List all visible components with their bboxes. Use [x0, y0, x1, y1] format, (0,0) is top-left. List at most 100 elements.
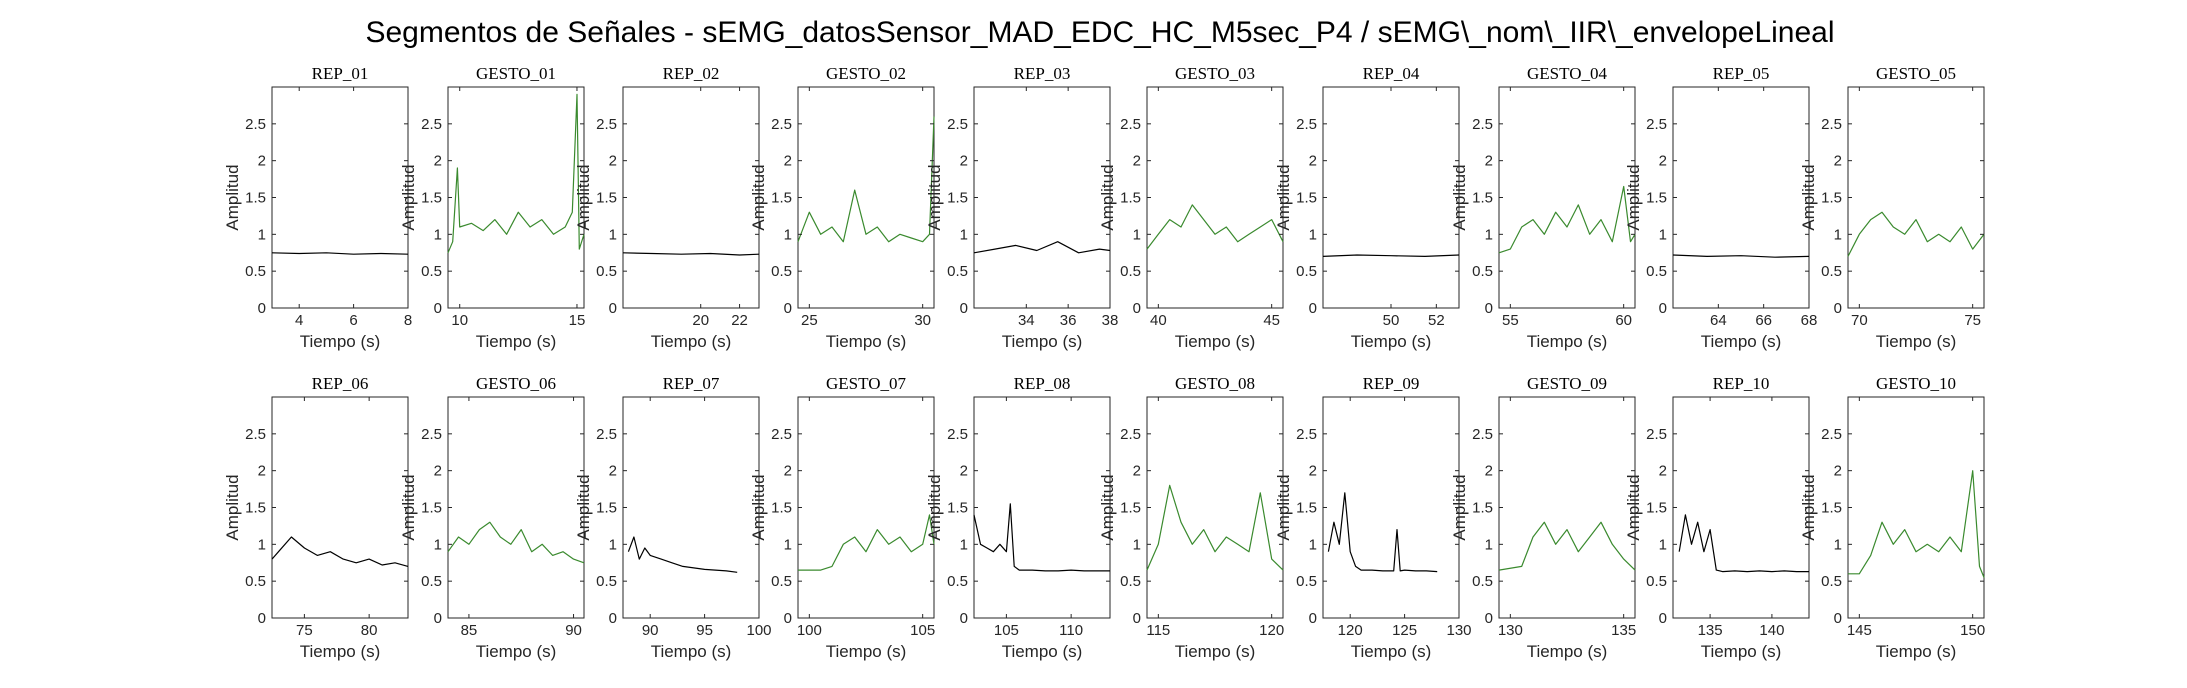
y-tick-label: 1 — [609, 226, 617, 243]
subplot-title: REP_02 — [663, 64, 720, 83]
y-tick-label: 1 — [1309, 226, 1317, 243]
y-tick-label: 0.5 — [1120, 573, 1141, 590]
y-tick-label: 0.5 — [1120, 263, 1141, 280]
x-axis-label: Tiempo (s) — [826, 642, 907, 661]
x-tick-label: 120 — [1259, 622, 1284, 639]
subplot-title: GESTO_06 — [476, 374, 556, 393]
y-tick-label: 1.5 — [1472, 500, 1493, 517]
y-tick-label: 0 — [960, 610, 968, 627]
x-tick-label: 55 — [1502, 312, 1519, 329]
series-line — [622, 252, 760, 256]
y-axis-label: Amplitud — [1624, 474, 1643, 540]
subplot-title: REP_05 — [1713, 64, 1770, 83]
plot-area — [447, 396, 585, 619]
y-tick-label: 0 — [1133, 300, 1141, 317]
y-axis-label: Amplitud — [1799, 474, 1818, 540]
plot-area — [1672, 396, 1810, 619]
y-tick-label: 1.5 — [245, 190, 266, 207]
subplot-title: REP_10 — [1713, 374, 1770, 393]
y-tick-label: 0 — [434, 300, 442, 317]
y-axis-label: Amplitud — [1098, 474, 1117, 540]
x-tick-label: 140 — [1759, 622, 1784, 639]
series-line — [1498, 521, 1636, 571]
y-tick-label: 1 — [1485, 536, 1493, 553]
y-tick-label: 0 — [1834, 300, 1842, 317]
subplot: 0 0.5 1 1.5 2 2.5 20 22 REP_02 Tiempo (s) Amplitud — [574, 64, 760, 351]
y-tick-label: 2 — [1309, 153, 1317, 170]
subplot: 0 0.5 1 1.5 2 2.5 34 36 38 REP_03 Tiempo (s) Amplit… — [925, 64, 1118, 351]
y-axis-label: Amplitud — [925, 474, 944, 540]
y-tick-label: 1.5 — [421, 190, 442, 207]
subplot-title: REP_09 — [1363, 374, 1420, 393]
y-tick-label: 1.5 — [1472, 190, 1493, 207]
y-axis-label: Amplitud — [574, 474, 593, 540]
y-tick-label: 2.5 — [947, 426, 968, 443]
x-tick-label: 70 — [1851, 312, 1868, 329]
series-line — [1322, 254, 1460, 257]
subplot: 0 0.5 1 1.5 2 2.5 120 125 130 REP_09 Tiempo (s) Amp… — [1274, 374, 1472, 661]
x-tick-label: 100 — [797, 622, 822, 639]
y-tick-label: 1.5 — [947, 190, 968, 207]
series-line — [797, 116, 935, 243]
x-tick-label: 130 — [1498, 622, 1523, 639]
y-tick-label: 2 — [1485, 463, 1493, 480]
y-tick-label: 1.5 — [1296, 500, 1317, 517]
y-tick-label: 0 — [1659, 610, 1667, 627]
plot-area — [1146, 396, 1284, 619]
y-tick-label: 1.5 — [1296, 190, 1317, 207]
x-tick-label: 85 — [461, 622, 478, 639]
y-tick-label: 1 — [434, 536, 442, 553]
x-axis-label: Tiempo (s) — [300, 332, 381, 351]
y-tick-label: 0 — [1659, 300, 1667, 317]
y-tick-label: 0 — [784, 300, 792, 317]
series-line — [1327, 492, 1438, 573]
y-tick-label: 1 — [1133, 536, 1141, 553]
x-axis-label: Tiempo (s) — [1527, 642, 1608, 661]
y-axis-label: Amplitud — [1799, 164, 1818, 230]
subplot-title: GESTO_04 — [1527, 64, 1607, 83]
y-tick-label: 2.5 — [596, 116, 617, 133]
y-tick-label: 1 — [1309, 536, 1317, 553]
series-line — [271, 252, 409, 255]
x-tick-label: 135 — [1611, 622, 1636, 639]
series-line — [1847, 211, 1985, 257]
x-tick-label: 125 — [1392, 622, 1417, 639]
plot-area — [271, 396, 409, 619]
y-tick-label: 1 — [258, 536, 266, 553]
y-tick-label: 1 — [1659, 536, 1667, 553]
x-tick-label: 100 — [746, 622, 771, 639]
y-tick-label: 1 — [1133, 226, 1141, 243]
y-tick-label: 2 — [784, 463, 792, 480]
y-axis-label: Amplitud — [749, 164, 768, 230]
y-tick-label: 2 — [1485, 153, 1493, 170]
subplot: 0 0.5 1 1.5 2 2.5 85 90 GESTO_06 Tiempo (s) Amplit… — [399, 374, 585, 661]
x-tick-label: 15 — [569, 312, 586, 329]
y-tick-label: 0.5 — [947, 263, 968, 280]
y-tick-label: 2.5 — [245, 426, 266, 443]
x-axis-label: Tiempo (s) — [1351, 332, 1432, 351]
y-tick-label: 1 — [1834, 536, 1842, 553]
y-tick-label: 1.5 — [1120, 500, 1141, 517]
y-tick-label: 0.5 — [771, 263, 792, 280]
y-tick-label: 0 — [960, 300, 968, 317]
subplot-title: GESTO_09 — [1527, 374, 1607, 393]
plot-area — [271, 86, 409, 309]
y-axis-label: Amplitud — [574, 164, 593, 230]
y-tick-label: 2.5 — [1646, 426, 1667, 443]
x-tick-label: 68 — [1801, 312, 1818, 329]
x-tick-label: 8 — [404, 312, 412, 329]
plot-area — [1146, 86, 1284, 309]
y-tick-label: 0.5 — [771, 573, 792, 590]
series-line — [271, 536, 409, 567]
y-tick-label: 1.5 — [596, 500, 617, 517]
x-tick-label: 105 — [910, 622, 935, 639]
x-tick-label: 6 — [349, 312, 357, 329]
x-tick-label: 34 — [1018, 312, 1035, 329]
series-line — [1498, 185, 1636, 254]
series-line — [1678, 514, 1809, 573]
y-tick-label: 2 — [1659, 153, 1667, 170]
y-tick-label: 0 — [1485, 610, 1493, 627]
y-tick-label: 1.5 — [245, 500, 266, 517]
x-axis-label: Tiempo (s) — [300, 642, 381, 661]
